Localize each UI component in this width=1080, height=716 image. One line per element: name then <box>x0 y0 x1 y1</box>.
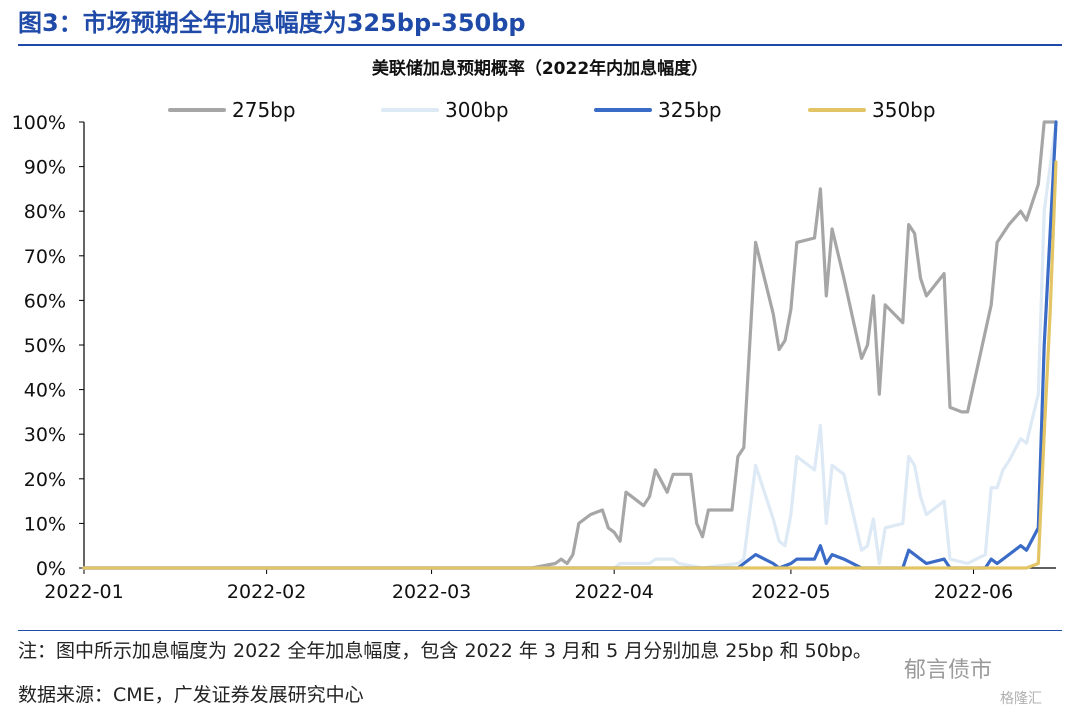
y-tick-label: 30% <box>24 424 66 446</box>
chart-axes: 0% 10% 20% 30% 40% 50% 60% 70% 80% 90% 100% 2022-01… <box>12 112 1056 603</box>
y-tick-label: 90% <box>24 157 66 179</box>
y-tick-label: 70% <box>24 246 66 268</box>
chart-title: 美联储加息预期概率（2022年内加息幅度） <box>371 59 709 79</box>
header-divider <box>18 44 1062 46</box>
x-tick-label: 2022-02 <box>227 581 306 603</box>
series-line-275bp <box>82 120 1058 570</box>
x-tick-label: 2022-05 <box>751 581 830 603</box>
legend-label-325bp: 325bp <box>658 98 722 122</box>
x-tick-label: 2022-03 <box>392 581 471 603</box>
x-tick-label: 2022-06 <box>934 581 1013 603</box>
data-source: 数据来源：CME，广发证券发展研究中心 <box>18 684 364 706</box>
figure-header: 图3：市场预期全年加息幅度为325bp-350bp <box>18 4 1062 42</box>
y-tick-label: 60% <box>24 290 66 312</box>
y-tick-label: 20% <box>24 469 66 491</box>
watermark-logo: 郁言债市 <box>904 658 993 683</box>
x-tick-label: 2022-01 <box>44 581 123 603</box>
series-line-350bp <box>82 160 1058 570</box>
watermark-secondary: 格隆汇 <box>1000 691 1042 707</box>
series-line-300bp <box>82 120 1058 570</box>
chart-series <box>82 120 1058 570</box>
chart-legend: 275bp 300bp 325bp 350bp <box>168 98 936 122</box>
footer-divider <box>18 630 1062 631</box>
legend-label-275bp: 275bp <box>232 98 296 122</box>
y-tick-label: 100% <box>12 112 66 134</box>
y-tick-label: 10% <box>24 513 66 535</box>
legend-label-300bp: 300bp <box>445 98 509 122</box>
figure-title: 图3：市场预期全年加息幅度为325bp-350bp <box>18 9 526 37</box>
series-line-325bp <box>82 120 1058 570</box>
chart-note: 注：图中所示加息幅度为 2022 全年加息幅度，包含 2022 年 3 月和 5… <box>18 640 872 662</box>
y-tick-label: 0% <box>36 558 66 580</box>
legend-label-350bp: 350bp <box>872 98 936 122</box>
y-tick-label: 50% <box>24 335 66 357</box>
line-chart: 275bp 300bp 325bp 350bp 0% 10% 20% 30% 40% 50% 60… <box>12 98 1058 603</box>
y-tick-label: 40% <box>24 380 66 402</box>
y-tick-label: 80% <box>24 201 66 223</box>
x-tick-label: 2022-04 <box>574 581 653 603</box>
